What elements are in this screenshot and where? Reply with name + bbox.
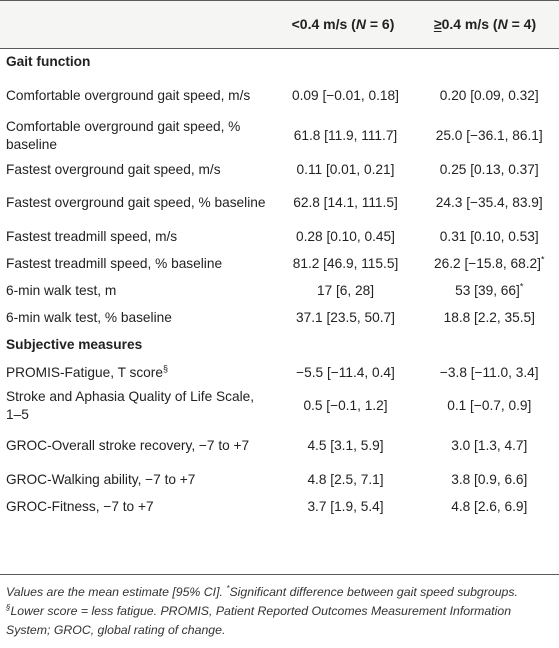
greater-equal-symbol: ≥ <box>433 16 442 32</box>
value-slow: 37.1 [23.5, 50.7] <box>296 309 395 325</box>
row-label: Fastest treadmill speed, % baseline <box>6 255 223 271</box>
value-fast-text: 53 [39, 66] <box>455 282 520 298</box>
value-slow: 4.8 [2.5, 7.1] <box>307 471 384 487</box>
section-row-subjective: Subjective measures <box>0 331 559 359</box>
row-label: 6-min walk test, m <box>6 282 117 298</box>
value-fast: −3.8 [−11.0, 3.4] <box>439 364 539 380</box>
row-label: PROMIS-Fatigue, T score§ <box>0 359 271 386</box>
row-label: Stroke and Aphasia Quality of Life Scale… <box>6 389 255 422</box>
value-fast: 0.25 [0.13, 0.37] <box>439 161 539 177</box>
value-slow: 0.28 [0.10, 0.45] <box>296 228 395 244</box>
table-row: Fastest overground gait speed, m/s 0.11 … <box>0 156 559 183</box>
value-slow: −5.5 [−11.4, 0.4] <box>296 364 395 380</box>
footnote-text-1: Values are the mean estimate [95% CI]. <box>6 585 227 599</box>
header-band <box>0 0 559 48</box>
value-fast: 53 [39, 66]* <box>420 277 559 304</box>
value-slow: 4.5 [3.1, 5.9] <box>307 438 384 453</box>
value-slow: 17 [6, 28] <box>316 282 375 298</box>
table-row: Comfortable overground gait speed, % bas… <box>0 116 559 156</box>
value-fast: 0.31 [0.10, 0.53] <box>439 228 539 244</box>
value-fast-text: 26.2 [−15.8, 68.2] <box>434 255 541 271</box>
value-slow: 62.8 [14.1, 111.5] <box>293 195 398 210</box>
value-fast: 0.20 [0.09, 0.32] <box>439 88 539 103</box>
value-slow: 61.8 [11.9, 111.7] <box>293 128 398 143</box>
value-fast: 4.8 [2.6, 6.9] <box>451 498 528 514</box>
column-header-slow-n: N <box>355 16 366 32</box>
header-rule <box>0 48 559 49</box>
row-label-text: PROMIS-Fatigue, T score <box>6 364 163 380</box>
data-table: Gait function Comfortable overground gai… <box>0 48 559 520</box>
row-label: GROC-Walking ability, −7 to +7 <box>6 471 196 487</box>
table-row: 6-min walk test, % baseline 37.1 [23.5, … <box>0 304 559 331</box>
section-title-gait: Gait function <box>6 54 91 69</box>
table-row: Comfortable overground gait speed, m/s 0… <box>0 76 559 116</box>
footer-rule <box>0 574 559 575</box>
row-label: Comfortable overground gait speed, m/s <box>6 88 251 103</box>
table-row: 6-min walk test, m 17 [6, 28] 53 [39, 66… <box>0 277 559 304</box>
table-row: GROC-Walking ability, −7 to +7 4.8 [2.5,… <box>0 466 559 493</box>
value-fast: 18.8 [2.2, 35.5] <box>443 309 535 325</box>
table-row: Fastest treadmill speed, m/s 0.28 [0.10,… <box>0 223 559 250</box>
section-title-subjective: Subjective measures <box>6 337 143 352</box>
table-footnote: Values are the mean estimate [95% CI]. *… <box>6 583 554 640</box>
value-fast: 3.0 [1.3, 4.7] <box>451 438 528 453</box>
row-label: Fastest treadmill speed, m/s <box>6 228 178 244</box>
table-row: GROC-Fitness, −7 to +7 3.7 [1.9, 5.4] 4.… <box>0 493 559 520</box>
significance-mark: * <box>540 253 545 264</box>
value-fast: 3.8 [0.9, 6.6] <box>451 471 528 487</box>
footnote-star-mark: * <box>226 583 230 593</box>
row-label: Comfortable overground gait speed, % bas… <box>6 119 241 152</box>
table-row: Stroke and Aphasia Quality of Life Scale… <box>0 386 559 426</box>
table-row: Fastest treadmill speed, % baseline 81.2… <box>0 250 559 277</box>
column-header-slow-text: <0.4 m/s ( <box>291 16 356 32</box>
column-header-fast-n-value: = 4) <box>507 16 537 32</box>
column-header-fast: ≥0.4 m/s (N = 4) <box>416 14 554 34</box>
value-fast: 26.2 [−15.8, 68.2]* <box>420 250 559 277</box>
row-label: 6-min walk test, % baseline <box>6 309 172 325</box>
column-header-slow-n-value: = 6) <box>365 16 395 32</box>
footnote-mark: § <box>162 362 168 373</box>
column-header-fast-n: N <box>497 16 508 32</box>
value-slow: 81.2 [46.9, 115.5] <box>292 255 399 271</box>
section-row-gait: Gait function <box>0 48 559 76</box>
table-row: PROMIS-Fatigue, T score§ −5.5 [−11.4, 0.… <box>0 359 559 386</box>
column-header-fast-text: 0.4 m/s ( <box>441 16 498 32</box>
footnote-text-3: Lower score = less fatigue. PROMIS, Pati… <box>6 604 512 637</box>
table-row: Fastest overground gait speed, % baselin… <box>0 183 559 223</box>
footnote-text-2: Significant difference between gait spee… <box>229 585 518 599</box>
row-label: GROC-Fitness, −7 to +7 <box>6 498 154 514</box>
value-slow: 3.7 [1.9, 5.4] <box>307 498 384 514</box>
value-fast: 25.0 [−36.1, 86.1] <box>435 128 543 143</box>
value-slow: 0.09 [−0.01, 0.18] <box>292 88 399 103</box>
value-fast: 0.1 [−0.7, 0.9] <box>447 398 532 413</box>
row-label: Fastest overground gait speed, % baselin… <box>6 195 266 210</box>
row-label: Fastest overground gait speed, m/s <box>6 161 221 177</box>
column-header-slow: <0.4 m/s (N = 6) <box>277 14 409 34</box>
significance-mark: * <box>519 280 524 291</box>
row-label: GROC-Overall stroke recovery, −7 to +7 <box>6 438 250 453</box>
table-row: GROC-Overall stroke recovery, −7 to +7 4… <box>0 426 559 466</box>
top-rule <box>0 0 559 1</box>
value-slow: 0.11 [0.01, 0.21] <box>296 161 395 177</box>
value-fast: 24.3 [−35.4, 83.9] <box>435 195 543 210</box>
footnote-section-mark: § <box>6 602 11 612</box>
value-slow: 0.5 [−0.1, 1.2] <box>303 398 388 413</box>
